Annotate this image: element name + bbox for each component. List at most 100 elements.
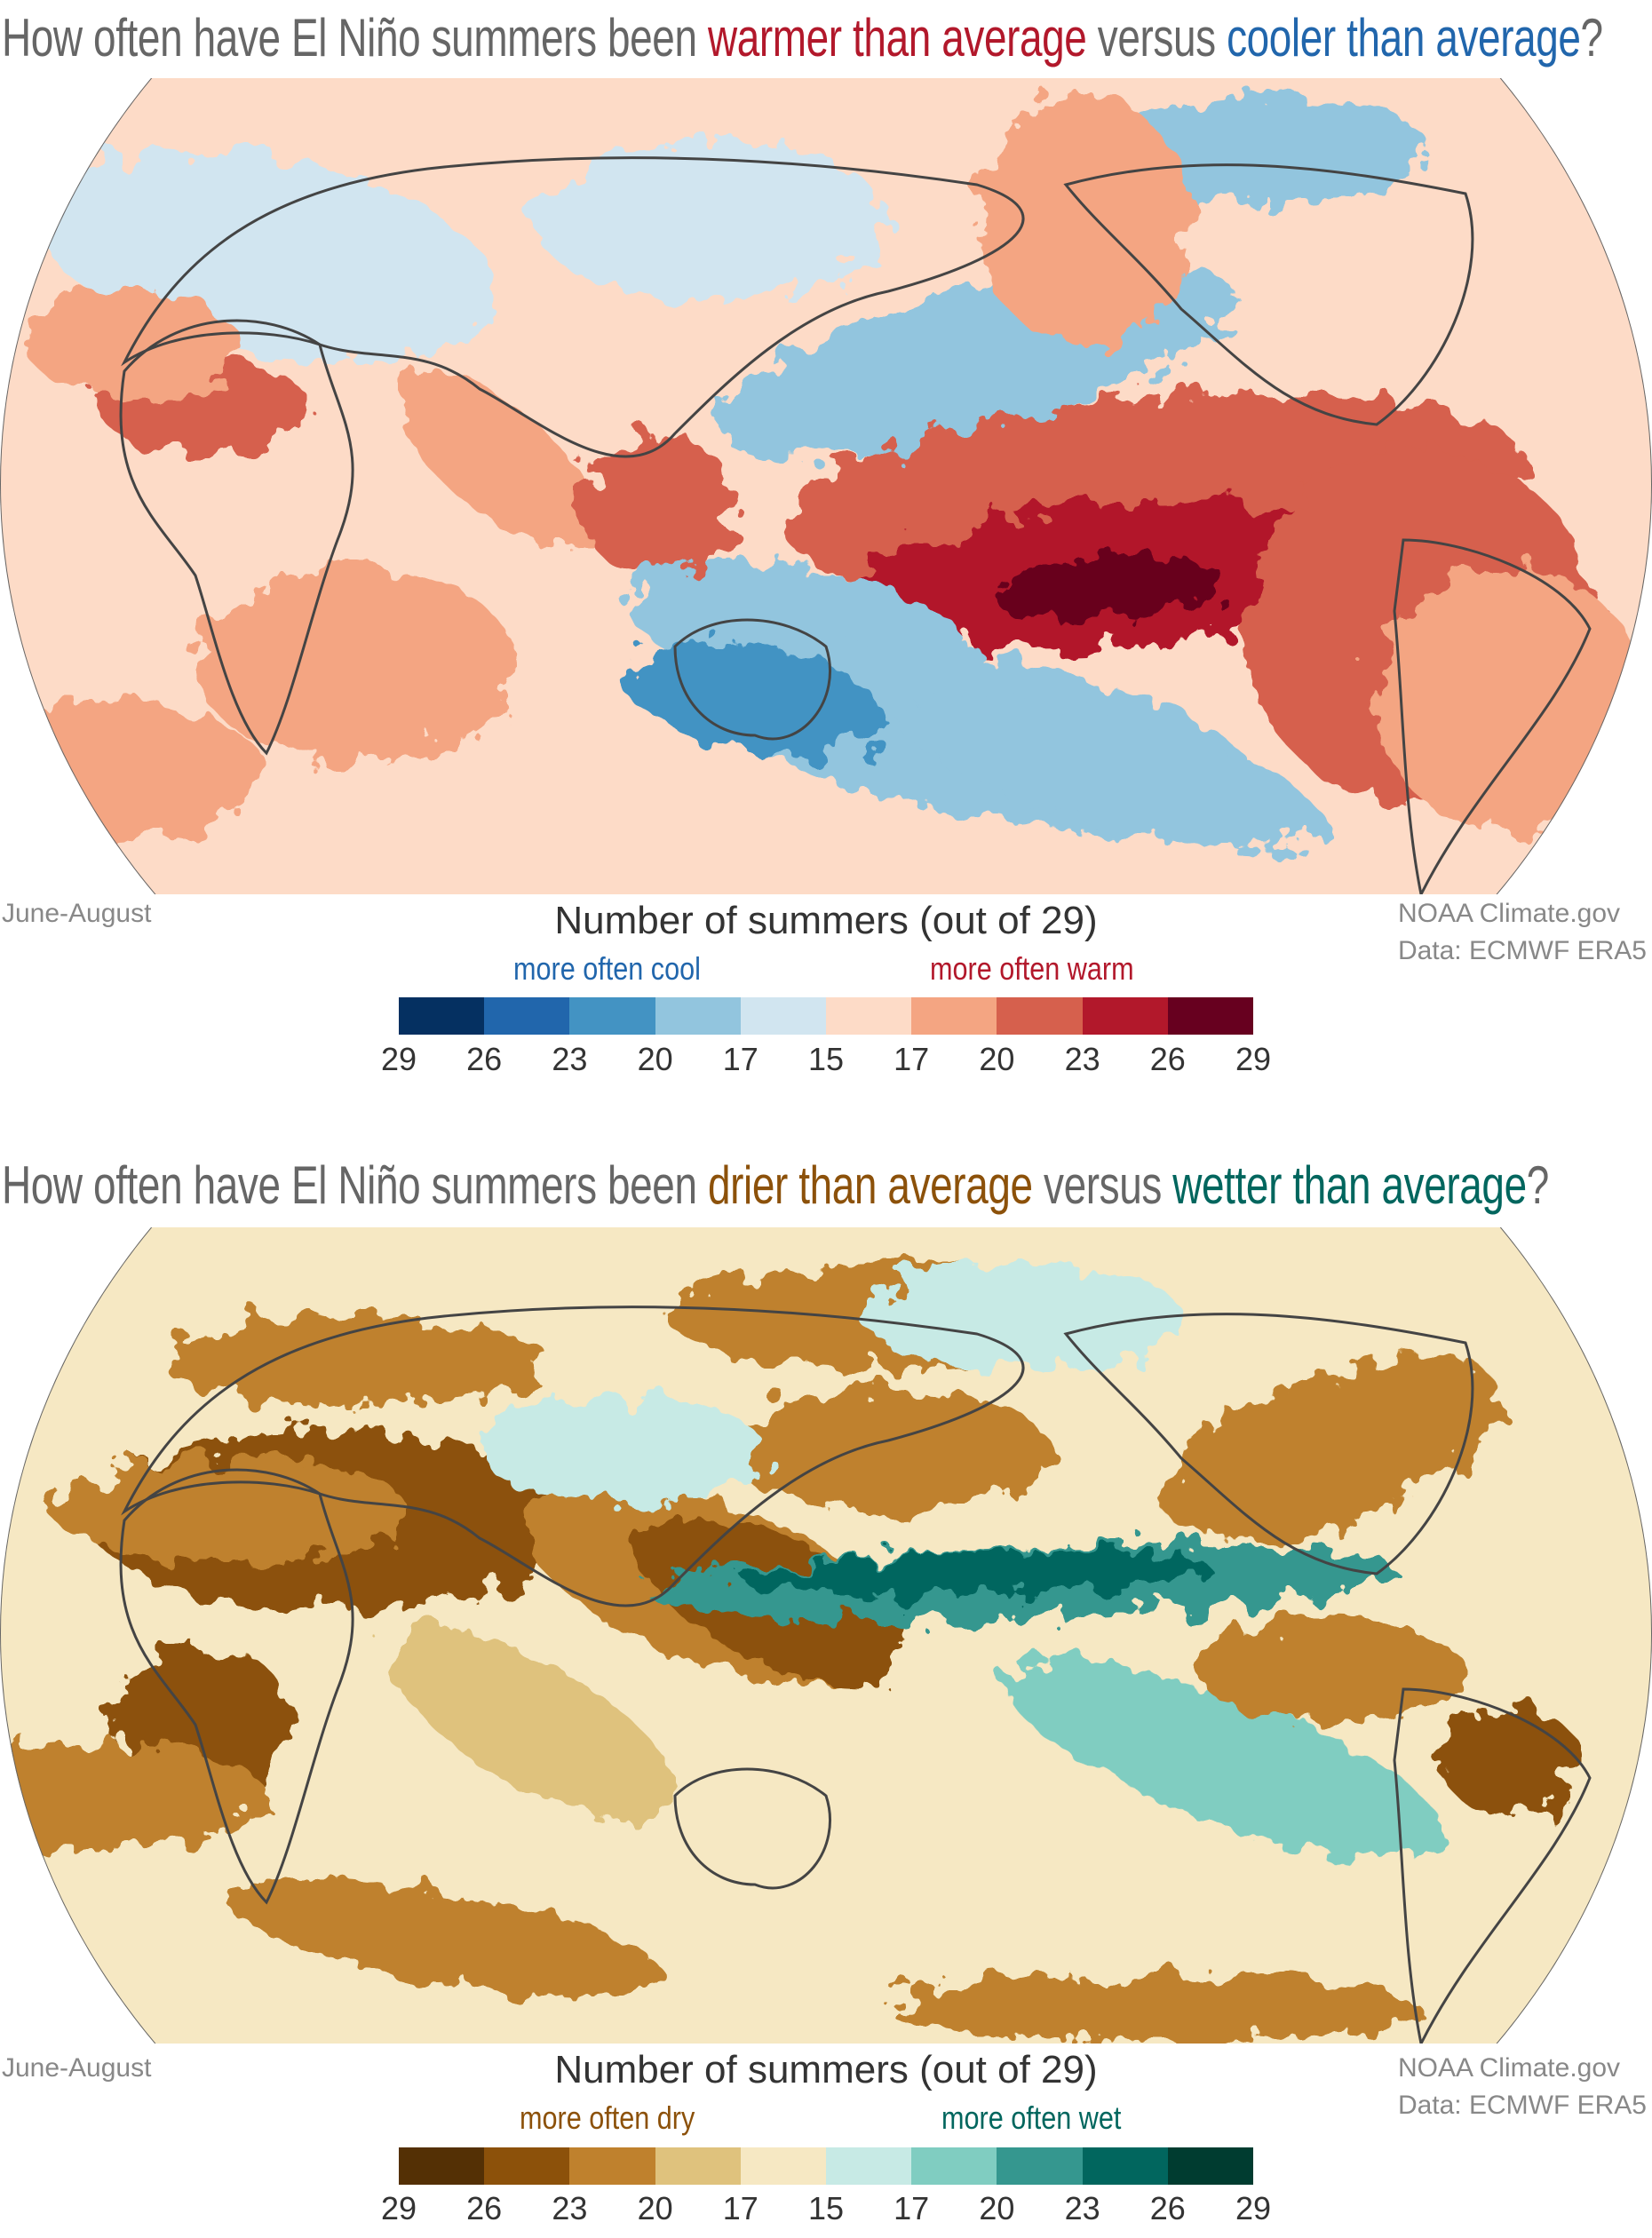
coastline bbox=[673, 1767, 831, 1890]
precipitation-title: How often have El Niño summers been drie… bbox=[2, 1155, 1549, 1216]
legend-title: Number of summers (out of 29) bbox=[554, 899, 1098, 942]
season-label: June-August bbox=[2, 2053, 152, 2083]
temperature-map bbox=[0, 78, 1652, 894]
colorbar-swatch bbox=[655, 2147, 741, 2185]
colorbar-tick-label: 17 bbox=[722, 1041, 758, 1077]
coastline bbox=[121, 156, 1025, 458]
coastlines bbox=[119, 156, 1592, 894]
map-anomaly-region bbox=[1439, 1707, 1581, 1813]
precipitation-map bbox=[0, 1227, 1652, 2044]
temperature-colorbar bbox=[399, 997, 1254, 1035]
map-anomaly-region bbox=[480, 1396, 764, 1503]
season-label: June-August bbox=[2, 899, 152, 928]
colorbar-tick-label: 15 bbox=[807, 2190, 845, 2226]
colorbar-tick-label: 29 bbox=[1235, 2190, 1272, 2226]
colorbar-tick-label: 23 bbox=[1064, 2190, 1100, 2226]
coastlines bbox=[119, 1306, 1592, 2044]
colorbar-tick-label: 29 bbox=[380, 1041, 417, 1077]
colorbar-tick-label: 20 bbox=[637, 2190, 673, 2226]
colorbar-swatch bbox=[826, 997, 912, 1035]
map-anomaly-region bbox=[391, 1628, 675, 1821]
colorbar-swatch bbox=[911, 2147, 997, 2185]
credit-source: NOAA Climate.gov bbox=[1397, 899, 1621, 928]
title-wet: wetter than average bbox=[1172, 1155, 1527, 1215]
map-anomaly-region bbox=[160, 1316, 551, 1405]
precipitation-colorbar bbox=[399, 2147, 1254, 2185]
title-text: ? bbox=[1526, 1155, 1550, 1215]
colorbar-swatch bbox=[997, 997, 1083, 1035]
colorbar-swatch bbox=[826, 2147, 912, 2185]
map-anomaly-region bbox=[577, 433, 737, 575]
map-anomaly-region bbox=[728, 1387, 1048, 1512]
map-anomaly-region bbox=[53, 1458, 409, 1565]
colorbar-tick-label: 26 bbox=[466, 2190, 503, 2226]
map-anomaly-region bbox=[0, 700, 266, 842]
coastline bbox=[1063, 1313, 1474, 1575]
map-anomaly-region bbox=[225, 1879, 663, 1996]
title-text: How often have El Niño summers been bbox=[2, 8, 708, 67]
map-anomaly-region bbox=[195, 567, 515, 762]
title-text: versus bbox=[1086, 8, 1227, 67]
colorbar-tick-label: 17 bbox=[894, 1041, 930, 1077]
coastline bbox=[121, 1306, 1025, 1607]
map-anomaly-region bbox=[1164, 1359, 1501, 1540]
credit-data: Data: ECMWF ERA5 bbox=[1397, 936, 1647, 965]
credit: NOAA Climate.gov Data: ECMWF ERA5 bbox=[1398, 2050, 1647, 2124]
credit: NOAA Climate.gov Data: ECMWF ERA5 bbox=[1398, 895, 1647, 970]
map-anomaly-region bbox=[623, 642, 887, 758]
coastline bbox=[119, 1468, 354, 1905]
colorbar-swatch bbox=[1082, 997, 1168, 1035]
colorbar-tick-label: 17 bbox=[894, 2190, 930, 2226]
legend-warm-label: more often warm bbox=[930, 950, 1134, 987]
title-text: How often have El Niño summers been bbox=[2, 1155, 708, 1215]
coastline bbox=[1393, 1687, 1592, 2044]
colorbar-tick-label: 26 bbox=[1149, 1041, 1186, 1077]
colorbar-tick-label: 29 bbox=[1235, 1041, 1272, 1077]
colorbar-swatch bbox=[1167, 2147, 1254, 2185]
coastline bbox=[119, 319, 354, 756]
map-anomaly-region bbox=[533, 140, 888, 300]
legend-cool-label: more often cool bbox=[513, 950, 701, 987]
credit-data: Data: ECMWF ERA5 bbox=[1397, 2091, 1647, 2120]
colorbar-tick-label: 17 bbox=[722, 2190, 758, 2226]
colorbar-tick-label: 26 bbox=[1149, 2190, 1186, 2226]
coastline bbox=[1393, 538, 1592, 894]
title-cool: cooler than average bbox=[1227, 8, 1581, 67]
credit-source: NOAA Climate.gov bbox=[1397, 2053, 1621, 2083]
colorbar-swatch bbox=[399, 997, 485, 1035]
colorbar-tick-label: 29 bbox=[380, 2190, 417, 2226]
colorbar-tick-label: 15 bbox=[807, 1041, 845, 1077]
map-anomaly-region bbox=[1199, 1618, 1465, 1725]
map-anomaly-region bbox=[1110, 96, 1430, 202]
coastline bbox=[1063, 163, 1474, 426]
colorbar-swatch bbox=[740, 2147, 827, 2185]
title-warm: warmer than average bbox=[707, 8, 1087, 67]
temperature-colorbar-ticks: 29 26 23 20 17 15 17 20 23 26 29 bbox=[381, 1041, 1271, 1077]
colorbar-tick-label: 26 bbox=[466, 1041, 503, 1077]
map-anomaly-region bbox=[1377, 567, 1643, 833]
colorbar-tick-label: 23 bbox=[552, 2190, 588, 2226]
map-anomaly-region bbox=[1007, 1662, 1444, 1859]
colorbar-swatch bbox=[569, 997, 655, 1035]
legend-wet-label: more often wet bbox=[941, 2099, 1122, 2136]
map-anomaly-region bbox=[888, 1973, 1421, 2044]
colorbar-tick-label: 20 bbox=[979, 2190, 1015, 2226]
colorbar-tick-label: 20 bbox=[979, 1041, 1015, 1077]
map-anomaly-region bbox=[396, 369, 599, 551]
colorbar-tick-label: 23 bbox=[552, 1041, 588, 1077]
map-anomaly-region bbox=[977, 96, 1190, 345]
title-text: ? bbox=[1580, 8, 1604, 67]
colorbar-swatch bbox=[484, 2147, 570, 2185]
title-text: versus bbox=[1032, 1155, 1173, 1215]
coastline bbox=[673, 618, 831, 741]
colorbar-tick-label: 20 bbox=[637, 1041, 673, 1077]
title-dry: drier than average bbox=[707, 1155, 1033, 1215]
colorbar-swatch bbox=[1082, 2147, 1168, 2185]
legend-title: Number of summers (out of 29) bbox=[554, 2048, 1098, 2091]
colorbar-tick-label: 23 bbox=[1064, 1041, 1100, 1077]
map-anomaly-region bbox=[746, 1550, 1208, 1598]
colorbar-swatch bbox=[399, 2147, 485, 2185]
colorbar-swatch bbox=[740, 997, 827, 1035]
colorbar-swatch bbox=[911, 997, 997, 1035]
map-anomaly-region bbox=[0, 1742, 266, 1849]
